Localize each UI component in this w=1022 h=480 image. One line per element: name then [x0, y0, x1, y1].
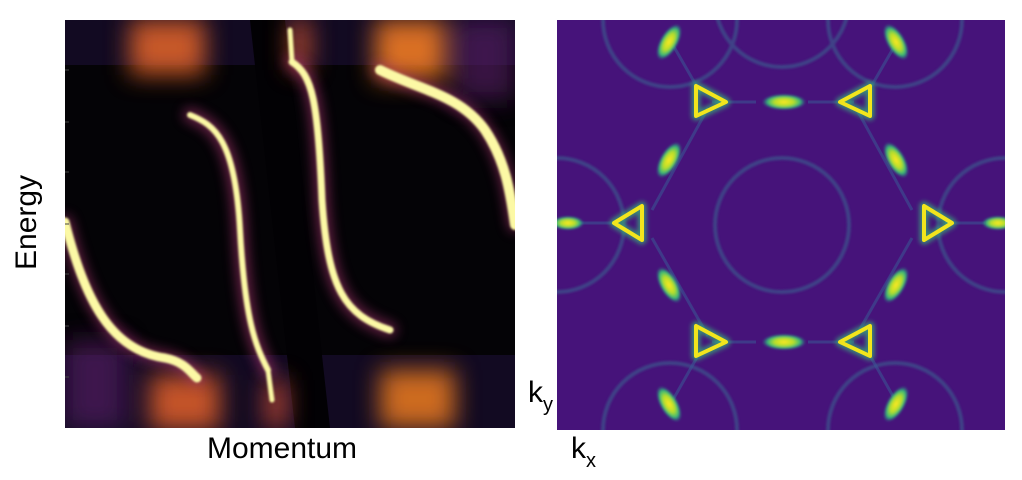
fermi-background: [557, 20, 1005, 430]
fermi-surface-panel: [557, 20, 1005, 430]
y-ticks: [65, 69, 69, 378]
center-ring: [713, 156, 851, 294]
ky-subscript: y: [543, 394, 553, 416]
kx-main: k: [571, 432, 586, 465]
fermi-spots: [557, 24, 1005, 422]
spectral-panel: [65, 20, 515, 428]
band-1: [65, 217, 202, 383]
band-3: [288, 58, 394, 334]
fermi-connectors: [580, 39, 985, 406]
x-axis-label: Momentum: [207, 432, 358, 465]
kx-subscript: x: [586, 450, 596, 472]
ky-main: k: [528, 376, 543, 409]
triangle-pockets: [609, 81, 957, 361]
dispersion-bands: [65, 27, 515, 403]
band-4: [375, 65, 515, 230]
band-2: [187, 112, 271, 373]
y-axis-label: Energy: [10, 174, 43, 270]
central-dark-stripe: [250, 20, 330, 428]
kx-axis-label: kx: [571, 432, 596, 472]
ky-axis-label: ky: [528, 376, 553, 416]
orange-glow: [65, 20, 515, 428]
